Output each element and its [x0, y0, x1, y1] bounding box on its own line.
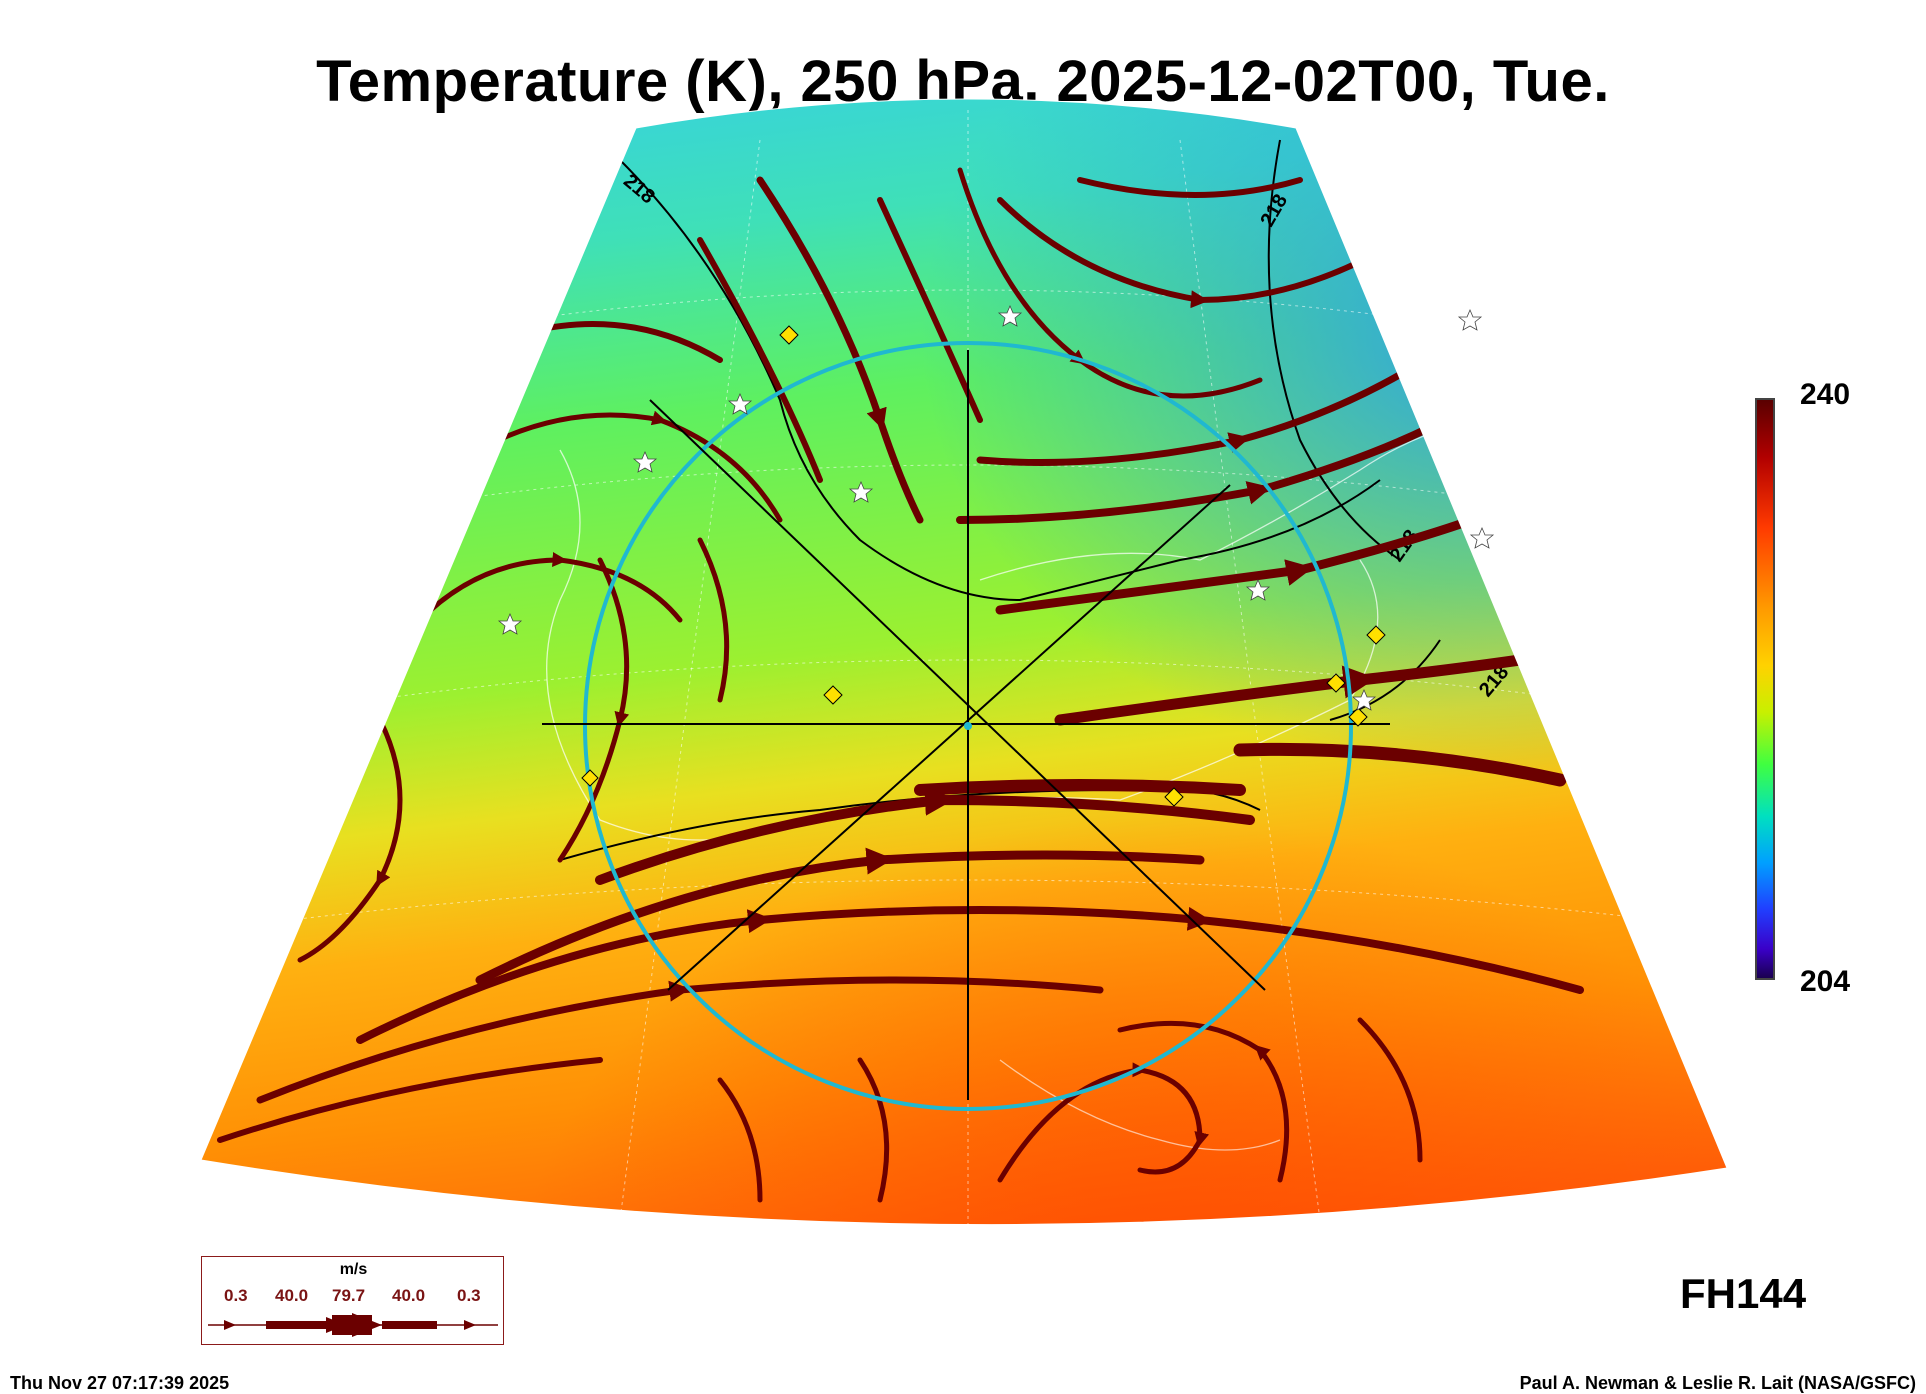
station-star	[997, 304, 1023, 327]
legend-arrow-scale	[208, 1313, 498, 1337]
station-diamond	[1348, 707, 1368, 727]
legend-value: 79.7	[332, 1286, 366, 1305]
station-diamond	[1326, 673, 1346, 693]
station-star	[1457, 308, 1483, 331]
center-dot	[964, 722, 972, 730]
legend-value: 0.3	[224, 1286, 248, 1305]
graticule	[289, 110, 1661, 1225]
station-diamond	[823, 685, 843, 705]
legend-value: 40.0	[392, 1286, 426, 1305]
crosshair-diagonal	[649, 399, 1266, 991]
colorbar-min-label: 204	[1800, 965, 1851, 998]
forecast-hour-label: FH144	[1680, 1270, 1807, 1317]
station-star	[1469, 526, 1495, 549]
generation-timestamp: Thu Nov 27 07:17:39 2025	[10, 1373, 230, 1393]
diamond-markers	[581, 325, 1386, 807]
map-boundary	[200, 98, 1728, 1226]
colorbar-max-label: 240	[1800, 378, 1851, 411]
station-diamond	[1164, 787, 1184, 807]
crosshair-diagonal	[667, 484, 1231, 991]
legend-value: 40.0	[275, 1286, 309, 1305]
credit-line: Paul A. Newman & Leslie R. Lait (NASA/GS…	[1519, 1373, 1916, 1393]
station-star	[1245, 578, 1271, 601]
station-star	[632, 450, 658, 473]
station-star	[848, 480, 874, 503]
reference-ring	[583, 341, 1353, 1111]
coastline	[979, 419, 1481, 581]
station-diamond	[1366, 625, 1386, 645]
star-markers	[497, 304, 1495, 711]
station-diamond	[779, 325, 799, 345]
wind-streamlines	[217, 167, 1584, 1203]
legend-unit: m/s	[339, 1261, 368, 1278]
temperature-field: 218 218 218 218	[201, 99, 1727, 1225]
station-star	[497, 612, 523, 635]
wind-speed-legend: m/s 0.3 40.0 79.7 40.0 0.3	[201, 1256, 504, 1345]
legend-value: 0.3	[457, 1286, 481, 1305]
station-diamond	[581, 769, 599, 787]
station-star	[727, 392, 753, 415]
reference-overlay	[542, 341, 1390, 1111]
station-star	[1351, 688, 1377, 711]
temperature-colorbar	[1755, 398, 1775, 980]
